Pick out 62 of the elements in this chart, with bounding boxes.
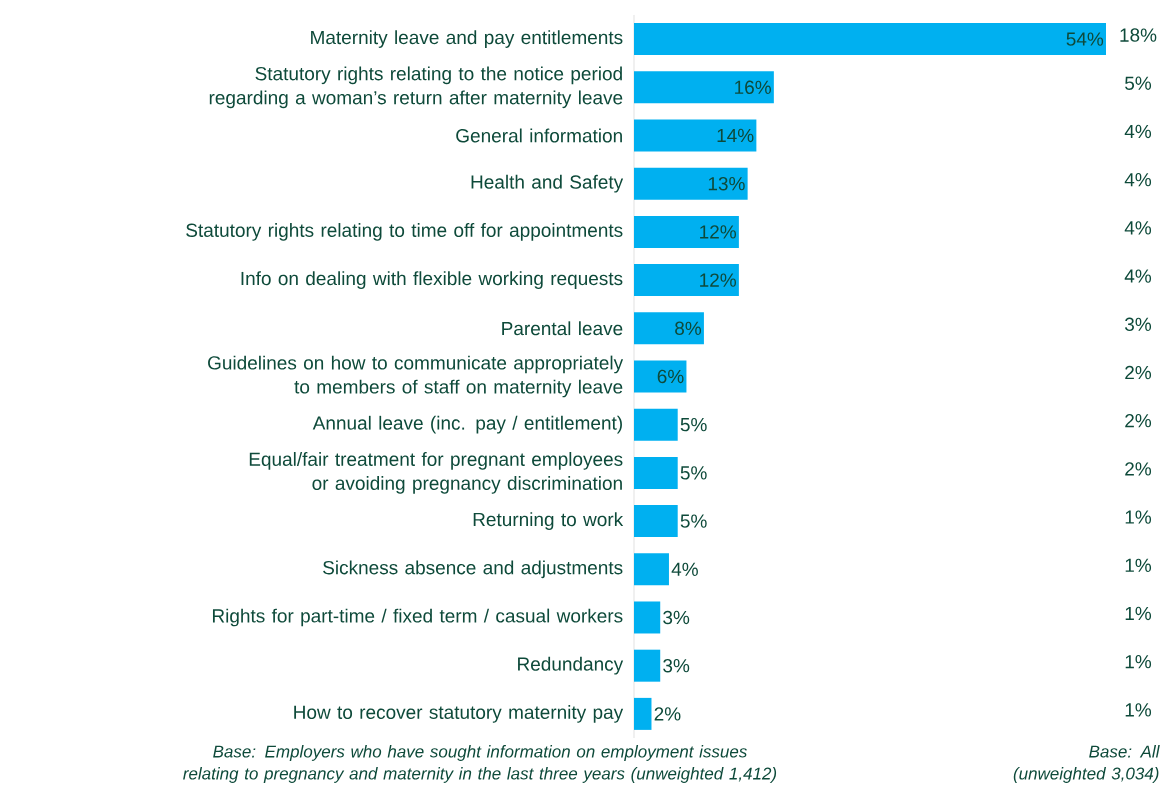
text: Base: All (unweighted 3,034): [1013, 745, 1160, 783]
data-label: 16%: [735, 80, 771, 95]
bar: [634, 119, 757, 152]
y-tick-label: Returning to work: [473, 512, 624, 530]
y-tick-label: Equal/fair treatment for pregnant employees or avoiding pregnancy discrimination: [249, 452, 623, 494]
bar: [634, 601, 661, 634]
data-label: 3%: [663, 658, 690, 673]
y-tick-label: Parental leave: [502, 321, 623, 336]
bar: [634, 167, 748, 200]
text: 5%: [1125, 76, 1152, 90]
data-label: 5%: [680, 514, 707, 528]
data-label: 54%: [1066, 32, 1104, 46]
text: 4%: [1124, 269, 1152, 283]
y-tick-label: Maternity leave and pay entitlements: [311, 30, 623, 48]
text: 1%: [1125, 606, 1152, 621]
bar: [634, 408, 678, 441]
bar: [634, 505, 678, 538]
y-tick-label: Rights for part-time / fixed term / casual workers: [212, 608, 623, 627]
y-tick-label: Statutory rights relating to the notice period regarding a woman’s return after maternity leave: [209, 66, 623, 109]
y-tick-label: Info on dealing with flexible working requests: [241, 271, 623, 289]
bar: [634, 71, 774, 104]
data-label: 4%: [671, 562, 698, 576]
text: 2%: [1125, 462, 1152, 476]
bar: [634, 360, 687, 393]
y-tick-label: How to recover statutory maternity pay: [294, 705, 624, 723]
y-tick-label: Guidelines on how to communicate appropriately to members of staff on maternity leave: [208, 355, 624, 398]
text: 4%: [1124, 124, 1152, 139]
text: 18%: [1120, 28, 1157, 42]
text: 1%: [1125, 558, 1152, 572]
text: 2%: [1125, 413, 1152, 428]
data-label: 2%: [654, 707, 681, 721]
bar: [634, 553, 669, 586]
text: 4%: [1124, 173, 1152, 187]
bar: [634, 23, 1106, 56]
text: Base: Employers who have sought information on employment issues relating to pregnancy and maternity in the last three years (unweighted 1,412): [183, 745, 777, 783]
text: 1%: [1125, 703, 1152, 717]
data-label: 5%: [680, 466, 707, 480]
text: 2%: [1125, 365, 1152, 380]
y-tick-label: General information: [456, 128, 622, 143]
text: 3%: [1124, 317, 1152, 332]
data-label: 12%: [700, 225, 737, 239]
y-tick-label: Redundancy: [518, 656, 624, 675]
data-label: 12%: [700, 273, 737, 287]
text: 1%: [1125, 655, 1152, 669]
bar: [634, 697, 652, 730]
data-label: 14%: [717, 128, 754, 143]
data-label: 6%: [657, 369, 684, 384]
bar: [634, 649, 661, 682]
bar: [634, 456, 678, 489]
bar: [634, 264, 739, 297]
data-label: 5%: [680, 418, 707, 432]
bar: [634, 215, 739, 248]
data-label: 3%: [663, 610, 690, 625]
y-tick-label: Sickness absence and adjustments: [323, 560, 623, 579]
y-tick-label: Health and Safety: [471, 174, 624, 193]
data-label: 8%: [675, 321, 702, 336]
bar: [634, 312, 704, 345]
text: 4%: [1124, 221, 1152, 235]
y-tick-label: Annual leave (inc. pay / entitlement): [312, 415, 622, 434]
data-label: 13%: [708, 176, 745, 191]
y-tick-label: Statutory rights relating to time off for appointments: [186, 223, 623, 241]
text: 1%: [1125, 510, 1152, 524]
